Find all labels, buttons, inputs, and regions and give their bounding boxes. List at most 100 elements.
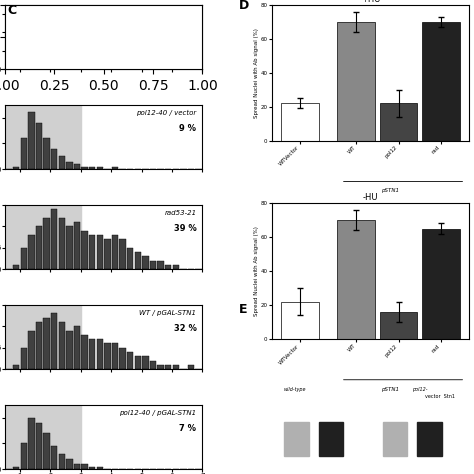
- Bar: [104, 344, 110, 369]
- Text: wild-type: wild-type: [284, 387, 307, 392]
- Bar: [13, 265, 19, 269]
- Text: pSTN1: pSTN1: [381, 188, 399, 193]
- Bar: [89, 339, 95, 369]
- Bar: [28, 330, 35, 369]
- Bar: [104, 239, 110, 269]
- Bar: [82, 335, 88, 369]
- Bar: [89, 467, 95, 469]
- Bar: [43, 433, 50, 469]
- Bar: [43, 138, 50, 169]
- Bar: [284, 422, 309, 456]
- Text: rad53-21: rad53-21: [164, 210, 197, 216]
- Bar: [13, 365, 19, 369]
- Bar: [66, 330, 73, 369]
- Bar: [74, 164, 80, 169]
- Bar: [127, 352, 133, 369]
- Bar: [20, 248, 27, 269]
- Bar: [20, 348, 27, 369]
- Bar: [82, 464, 88, 469]
- Text: WT / vector: WT / vector: [156, 10, 197, 16]
- Bar: [97, 67, 103, 69]
- Bar: [422, 228, 460, 339]
- Bar: [142, 356, 149, 369]
- Bar: [28, 235, 35, 269]
- Bar: [5, 105, 81, 169]
- Bar: [135, 356, 141, 369]
- Bar: [157, 365, 164, 369]
- Bar: [119, 348, 126, 369]
- Bar: [82, 230, 88, 269]
- Bar: [97, 167, 103, 169]
- Bar: [58, 454, 65, 469]
- Bar: [5, 305, 81, 369]
- Text: C: C: [7, 4, 16, 17]
- Bar: [74, 222, 80, 269]
- Bar: [5, 405, 81, 469]
- Bar: [380, 312, 418, 339]
- Bar: [5, 5, 81, 69]
- Bar: [135, 252, 141, 269]
- Bar: [97, 339, 103, 369]
- Text: E: E: [239, 303, 248, 316]
- Text: pol12-40 / vector: pol12-40 / vector: [136, 110, 197, 116]
- Bar: [43, 218, 50, 269]
- Text: WT / pGAL-STN1: WT / pGAL-STN1: [139, 310, 197, 316]
- Bar: [281, 301, 319, 339]
- Bar: [337, 22, 375, 141]
- Bar: [165, 265, 172, 269]
- Bar: [82, 167, 88, 169]
- Bar: [150, 261, 156, 269]
- Bar: [58, 218, 65, 269]
- Bar: [51, 149, 57, 169]
- Bar: [150, 361, 156, 369]
- Bar: [112, 167, 118, 169]
- Bar: [89, 235, 95, 269]
- Text: 32 %: 32 %: [173, 324, 197, 333]
- Bar: [36, 123, 42, 169]
- Bar: [319, 422, 343, 456]
- Text: pol12-: pol12-: [412, 387, 428, 392]
- Title: -HU: -HU: [363, 193, 378, 202]
- Bar: [173, 265, 179, 269]
- Bar: [51, 446, 57, 469]
- Bar: [20, 138, 27, 169]
- Text: D: D: [239, 0, 250, 12]
- Bar: [112, 344, 118, 369]
- Text: pol12-40 / pGAL-STN1: pol12-40 / pGAL-STN1: [119, 410, 197, 416]
- Bar: [127, 248, 133, 269]
- Bar: [112, 235, 118, 269]
- Bar: [51, 209, 57, 269]
- Bar: [188, 365, 194, 369]
- Bar: [28, 112, 35, 169]
- Bar: [281, 103, 319, 141]
- Bar: [5, 205, 81, 269]
- Bar: [180, 67, 187, 69]
- Bar: [119, 239, 126, 269]
- Title: +HU: +HU: [361, 0, 380, 4]
- Bar: [58, 322, 65, 369]
- Bar: [157, 261, 164, 269]
- Bar: [74, 326, 80, 369]
- Bar: [28, 418, 35, 469]
- Bar: [66, 459, 73, 469]
- Bar: [43, 44, 50, 69]
- Bar: [13, 65, 19, 69]
- Bar: [13, 467, 19, 469]
- Bar: [43, 318, 50, 369]
- Bar: [28, 14, 35, 69]
- Bar: [380, 103, 418, 141]
- Bar: [173, 365, 179, 369]
- Bar: [66, 162, 73, 169]
- Text: vector  Stn1: vector Stn1: [425, 394, 455, 399]
- Bar: [89, 167, 95, 169]
- Bar: [13, 167, 19, 169]
- Bar: [51, 313, 57, 369]
- Text: 3 %: 3 %: [180, 24, 197, 33]
- Y-axis label: Spread Nuclei with Ab signal (%): Spread Nuclei with Ab signal (%): [254, 226, 259, 316]
- Bar: [97, 467, 103, 469]
- Bar: [142, 256, 149, 269]
- Text: 7 %: 7 %: [180, 424, 197, 433]
- Bar: [418, 422, 442, 456]
- Bar: [74, 464, 80, 469]
- Bar: [66, 65, 73, 69]
